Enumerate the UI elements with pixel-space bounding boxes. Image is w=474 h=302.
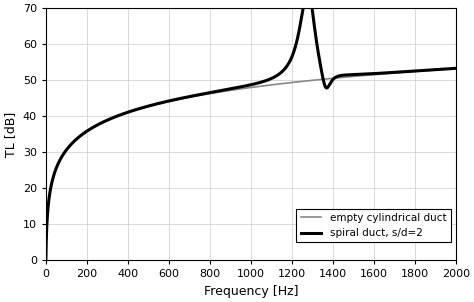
X-axis label: Frequency [Hz]: Frequency [Hz] (203, 285, 298, 298)
Legend: empty cylindrical duct, spiral duct, s/d=2: empty cylindrical duct, spiral duct, s/d… (296, 209, 451, 243)
Y-axis label: TL [dB]: TL [dB] (4, 111, 17, 157)
